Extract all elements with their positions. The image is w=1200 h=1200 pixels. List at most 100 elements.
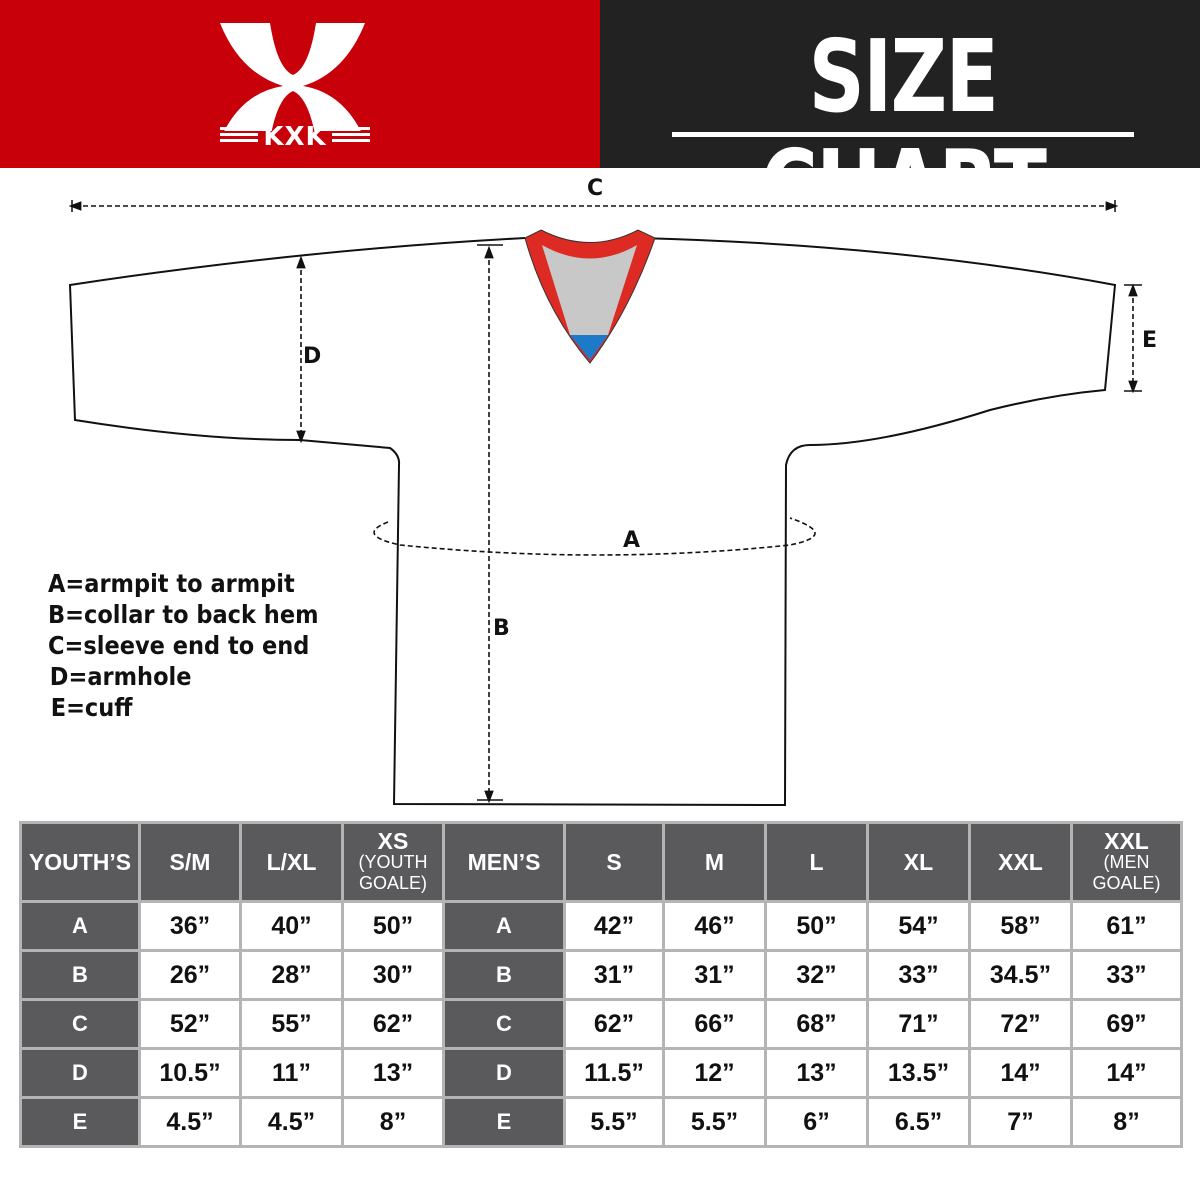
table-row: E 4.5” 4.5” 8” E 5.5” 5.5” 6” 6.5” 7” 8” — [19, 1096, 1183, 1148]
row-label: A — [442, 900, 566, 952]
men-value-cell: 34.5” — [968, 949, 1073, 1001]
men-value-cell: 6.5” — [866, 1096, 971, 1148]
men-value-cell: 71” — [866, 998, 971, 1050]
table-row: C 52” 55” 62” C 62” 66” 68” 71” 72” 69” — [19, 998, 1183, 1050]
row-label: B — [19, 949, 141, 1001]
jersey-outline — [68, 237, 1117, 807]
youth-value-cell: 26” — [138, 949, 242, 1001]
youth-value-cell: 8” — [341, 1096, 445, 1148]
row-label: D — [19, 1047, 141, 1099]
size-label: XXL — [998, 849, 1043, 875]
legend-item: C=sleeve end to end — [48, 631, 310, 660]
row-label: B — [442, 949, 566, 1001]
men-value-cell: 69” — [1070, 998, 1183, 1050]
header-label: MEN’S — [467, 849, 541, 875]
men-value-cell: 32” — [764, 949, 869, 1001]
men-value-cell: 33” — [866, 949, 971, 1001]
men-value-cell: 31” — [662, 949, 767, 1001]
size-header: XXL (MEN GOALE) — [1070, 821, 1183, 903]
table-header-row: YOUTH’S S/M L/XL XS (YOUTH GOALE) MEN’S S M L XL X… — [19, 821, 1183, 903]
table-row: B 26” 28” 30” B 31” 31” 32” 33” 34.5” 33” — [19, 949, 1183, 1001]
size-label: L/XL — [266, 849, 317, 875]
size-header: L — [764, 821, 869, 903]
youth-value-cell: 40” — [239, 900, 344, 952]
youth-value-cell: 28” — [239, 949, 344, 1001]
page-title: SIZE CHART — [760, 18, 1047, 245]
kxk-logo: KXK — [220, 23, 370, 152]
youth-value-cell: 50” — [341, 900, 445, 952]
size-header: L/XL — [239, 821, 344, 903]
youth-value-cell: 11” — [239, 1047, 344, 1099]
men-value-cell: 7” — [968, 1096, 1073, 1148]
men-value-cell: 58” — [968, 900, 1073, 952]
men-value-cell: 33” — [1070, 949, 1183, 1001]
men-value-cell: 42” — [563, 900, 665, 952]
label-e: E — [1142, 328, 1158, 353]
youth-value-cell: 55” — [239, 998, 344, 1050]
size-label: S — [606, 849, 622, 875]
row-label: C — [19, 998, 141, 1050]
label-c: C — [587, 176, 604, 201]
men-value-cell: 14” — [1070, 1047, 1183, 1099]
legend-item: B=collar to back hem — [48, 600, 319, 629]
row-label: E — [442, 1096, 566, 1148]
legend-item: D=armhole — [49, 662, 192, 691]
title-underline — [672, 132, 1134, 137]
legend-item: E=cuff — [50, 693, 133, 722]
table-row: D 10.5” 11” 13” D 11.5” 12” 13” 13.5” 14” 14” — [19, 1047, 1183, 1099]
size-header: XL — [866, 821, 971, 903]
men-value-cell: 12” — [662, 1047, 767, 1099]
men-value-cell: 46” — [662, 900, 767, 952]
youth-value-cell: 62” — [341, 998, 445, 1050]
size-sublabel: (MEN GOALE) — [1092, 852, 1161, 893]
men-value-cell: 50” — [764, 900, 869, 952]
label-a: A — [623, 528, 641, 553]
legend-item: A=armpit to armpit — [48, 569, 295, 598]
column-header: MEN’S — [442, 821, 566, 903]
svg-text:KXK: KXK — [263, 122, 326, 152]
men-value-cell: 66” — [662, 998, 767, 1050]
header-label: YOUTH’S — [28, 849, 132, 875]
youth-value-cell: 4.5” — [138, 1096, 242, 1148]
men-value-cell: 31” — [563, 949, 665, 1001]
size-label: XL — [903, 849, 934, 875]
men-value-cell: 8” — [1070, 1096, 1183, 1148]
men-value-cell: 62” — [563, 998, 665, 1050]
measurement-legend: A=armpit to armpit B=collar to back hem … — [48, 568, 319, 723]
size-sublabel: (YOUTH GOALE) — [358, 852, 428, 893]
size-header: XXL — [968, 821, 1073, 903]
youth-value-cell: 4.5” — [239, 1096, 344, 1148]
men-value-cell: 11.5” — [563, 1047, 665, 1099]
youth-value-cell: 10.5” — [138, 1047, 242, 1099]
men-value-cell: 13” — [764, 1047, 869, 1099]
jersey-diagram — [68, 200, 1142, 807]
title-banner — [600, 0, 1200, 168]
youth-value-cell: 52” — [138, 998, 242, 1050]
row-label: C — [442, 998, 566, 1050]
size-header: XS (YOUTH GOALE) — [341, 821, 445, 903]
youth-value-cell: 36” — [138, 900, 242, 952]
size-label: XXL — [1104, 828, 1149, 854]
row-label: D — [442, 1047, 566, 1099]
size-label: M — [704, 849, 725, 875]
size-header: S/M — [138, 821, 242, 903]
men-value-cell: 5.5” — [563, 1096, 665, 1148]
youth-value-cell: 13” — [341, 1047, 445, 1099]
men-value-cell: 6” — [764, 1096, 869, 1148]
size-table: YOUTH’S S/M L/XL XS (YOUTH GOALE) MEN’S S M L XL X… — [19, 821, 1183, 1148]
men-value-cell: 68” — [764, 998, 869, 1050]
men-value-cell: 61” — [1070, 900, 1183, 952]
column-header: YOUTH’S — [19, 821, 141, 903]
size-label: S/M — [169, 849, 211, 875]
youth-value-cell: 30” — [341, 949, 445, 1001]
size-label: XS — [377, 828, 409, 854]
men-value-cell: 14” — [968, 1047, 1073, 1099]
men-value-cell: 54” — [866, 900, 971, 952]
men-value-cell: 72” — [968, 998, 1073, 1050]
label-b: B — [493, 616, 510, 641]
label-d: D — [303, 344, 322, 369]
size-header: M — [662, 821, 767, 903]
size-label: L — [809, 849, 824, 875]
size-header: S — [563, 821, 665, 903]
men-value-cell: 5.5” — [662, 1096, 767, 1148]
